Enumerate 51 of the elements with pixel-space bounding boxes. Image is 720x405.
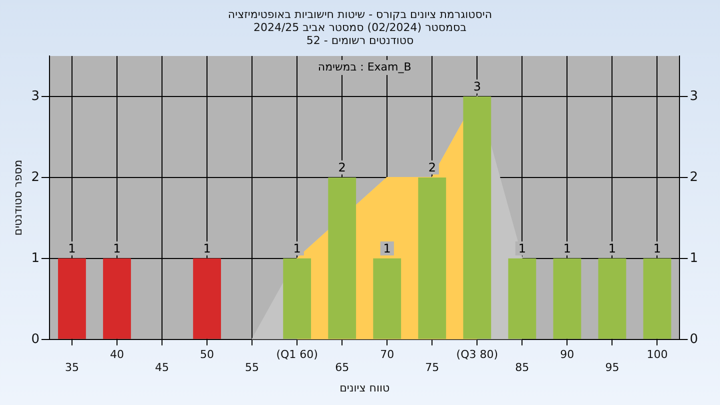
x-tick-label: 45 — [155, 361, 170, 374]
data-label: 2 — [338, 160, 346, 175]
bar — [328, 177, 356, 339]
x-tick-label: 65 — [335, 361, 350, 374]
bar — [193, 258, 221, 339]
bar — [373, 258, 402, 339]
annotation: במשימה : Exam_B — [318, 60, 412, 74]
x-tick-label: 75 — [425, 361, 440, 374]
data-label: 1 — [293, 242, 301, 256]
data-label: 1 — [518, 242, 526, 256]
bar — [643, 258, 672, 339]
y-tick-label: 1 — [31, 250, 40, 266]
bar — [463, 96, 492, 339]
y-axis-title: מספר סטודנטים — [11, 160, 24, 236]
data-label: 1 — [563, 242, 572, 256]
bar — [553, 258, 582, 339]
x-tick-label: 55 — [245, 361, 260, 374]
bar — [418, 177, 446, 339]
y2-tick-label: 2 — [690, 170, 698, 185]
bar — [58, 258, 86, 339]
y2-tick-label: 1 — [690, 250, 698, 266]
y-tick-label: 2 — [31, 170, 40, 185]
x-tick-label: (Q3 80) — [456, 348, 498, 361]
x-tick-label: 95 — [605, 361, 620, 374]
data-label: 2 — [428, 160, 436, 175]
x-tick-label: 100 — [646, 348, 668, 361]
x-tick-label: 90 — [560, 348, 574, 361]
x-axis-title: טווח ציונים — [340, 381, 390, 394]
x-tick-label: (Q1 60) — [276, 348, 318, 361]
x-tick-label: 40 — [110, 348, 124, 361]
y2-tick-label: 3 — [690, 88, 698, 104]
x-tick-label: 70 — [380, 348, 394, 361]
bar — [283, 258, 312, 339]
data-label: 1 — [383, 242, 391, 256]
data-label: 1 — [68, 242, 76, 256]
x-tick-label: 35 — [64, 361, 79, 374]
chart-subtitle: בסמסטר (02/2024) סמסטר אביב 2024/25 סטודנטים רשומים - 52 — [252, 21, 468, 47]
x-tick-label: 85 — [515, 361, 530, 374]
bar — [508, 258, 536, 339]
chart-title: היסטוגרמת ציונים בקורס - שיטות חישוביות באופטימיזציה — [226, 8, 494, 21]
data-label: 1 — [608, 242, 616, 256]
data-label: 3 — [473, 80, 481, 94]
data-label: 1 — [203, 242, 211, 256]
data-label: 1 — [653, 242, 662, 256]
y-tick-label: 0 — [31, 332, 40, 347]
y2-tick-label: 0 — [690, 332, 698, 347]
y-tick-label: 3 — [31, 88, 40, 104]
data-label: 1 — [113, 242, 121, 256]
x-tick-label: 50 — [200, 348, 214, 361]
bar — [103, 258, 131, 339]
bar — [598, 258, 626, 339]
